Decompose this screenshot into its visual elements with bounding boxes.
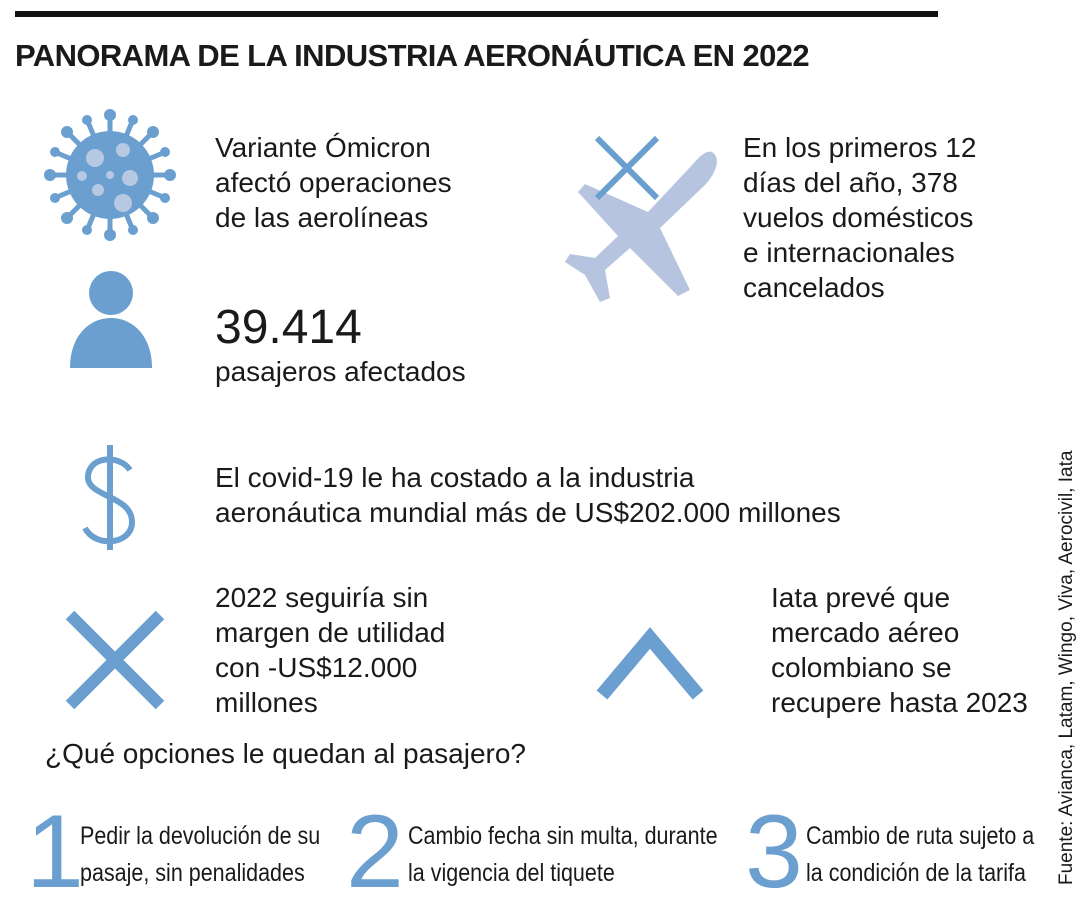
text-line: la condición de la tarifa xyxy=(806,859,1026,887)
option-text: Cambio fecha sin multa, durante la vigenc… xyxy=(408,818,718,892)
option-number: 2 xyxy=(346,794,404,910)
text-line: e internacionales xyxy=(743,237,955,268)
options-title: ¿Qué opciones le quedan al pasajero? xyxy=(45,738,527,769)
text-line: cancelados xyxy=(743,272,885,303)
fact: Iata prevé que mercado aéreo colombiano se… xyxy=(771,580,1028,720)
text-line: Cambio fecha sin multa, durante xyxy=(408,822,718,850)
text-line: de las aerolíneas xyxy=(215,202,429,233)
text-line: El covid-19 le ha costado a la industria xyxy=(215,462,695,493)
text-line: vuelos domésticos xyxy=(743,202,974,233)
text-line: Variante Ómicron xyxy=(215,132,431,163)
text-line: mercado aéreo xyxy=(771,617,960,648)
option-number: 1 xyxy=(26,794,84,910)
option-text: Cambio de ruta sujeto a la condición de l… xyxy=(806,818,1034,892)
dollar-icon xyxy=(82,445,136,550)
text-line: Iata prevé que xyxy=(771,582,951,613)
text-line: Pedir la devolución de su xyxy=(80,822,321,850)
text-line: 2022 seguiría sin xyxy=(215,582,429,613)
fact-number: 39.414 xyxy=(215,301,362,354)
source: Fuente: Avianca, Latam, Wingo, Viva, Aer… xyxy=(1056,450,1077,885)
title: PANORAMA DE LA INDUSTRIA AERONÁUTICA EN … xyxy=(15,38,810,73)
text-line: recupere hasta 2023 xyxy=(771,687,1028,718)
text-line: pasajeros afectados xyxy=(215,356,466,387)
option-number: 3 xyxy=(745,794,803,910)
top-rule xyxy=(15,11,938,17)
fact: pasajeros afectados xyxy=(215,354,466,389)
text-line: aeronáutica mundial más de US$202.000 mi… xyxy=(215,497,841,528)
text-line: afectó operaciones xyxy=(215,167,452,198)
text-line: días del año, 378 xyxy=(743,167,958,198)
fact: En los primeros 12 días del año, 378 vuelo… xyxy=(743,130,976,305)
text-line: pasaje, sin penalidades xyxy=(80,859,305,887)
chevron-icon xyxy=(596,627,704,700)
fact: Variante Ómicron afectó operaciones de las… xyxy=(215,130,452,235)
text-line: Cambio de ruta sujeto a xyxy=(806,822,1035,850)
fact: 2022 seguiría sin margen de utilidad con -… xyxy=(215,580,445,720)
fact: El covid-19 le ha costado a la industria… xyxy=(215,460,841,530)
text-line: millones xyxy=(215,687,318,718)
text-line: margen de utilidad xyxy=(215,617,446,648)
person-icon xyxy=(70,271,152,368)
option-text: Pedir la devolución de su pasaje, sin pen… xyxy=(80,818,320,892)
plane-icon xyxy=(565,135,717,302)
text-line: con -US$12.000 xyxy=(215,652,418,683)
cross-icon xyxy=(65,610,165,710)
virus-icon xyxy=(44,109,176,241)
text-line: la vigencia del tiquete xyxy=(408,859,615,887)
text-line: colombiano se xyxy=(771,652,952,683)
text-line: En los primeros 12 xyxy=(743,132,977,163)
